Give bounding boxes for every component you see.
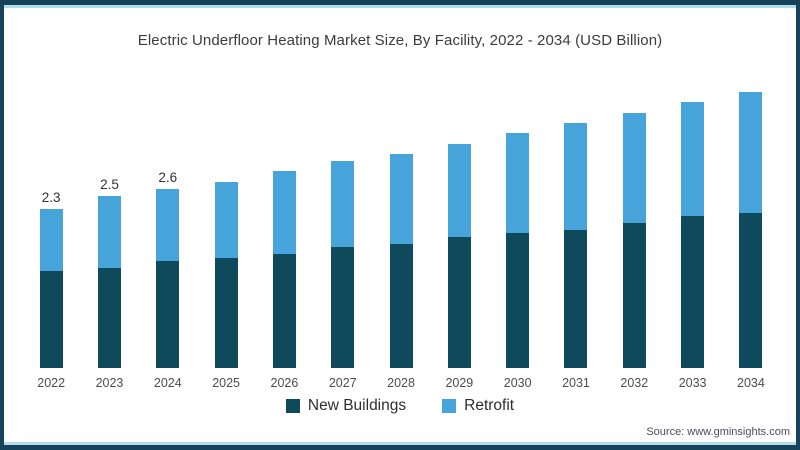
bar-segment-retrofit <box>564 123 588 230</box>
bar-column: 2.5 2023 <box>80 79 138 391</box>
bar-column: 2028 <box>372 79 430 391</box>
source-attribution: Source: www.gminsights.com <box>646 426 790 438</box>
x-axis-label: 2031 <box>562 376 590 390</box>
x-axis-label: 2025 <box>212 376 240 390</box>
x-axis-label: 2032 <box>620 376 649 390</box>
bar-segment-retrofit <box>506 133 530 234</box>
bar-stack <box>214 181 238 368</box>
bar-column: 2025 <box>197 79 255 391</box>
bar-segment-new-buildings <box>447 236 471 368</box>
bar-column: 2026 <box>255 79 313 391</box>
legend-swatch-icon <box>442 399 457 413</box>
bar-segment-retrofit <box>156 188 180 262</box>
bar-segment-retrofit <box>39 209 63 272</box>
legend-item-retrofit: Retrofit <box>442 397 514 415</box>
bar-column: 2030 <box>489 79 547 391</box>
bar-stack <box>39 209 63 368</box>
bar-segment-new-buildings <box>739 212 763 368</box>
bar-segment-new-buildings <box>39 271 63 368</box>
bar-segment-new-buildings <box>506 233 530 368</box>
bar-stack <box>97 195 121 368</box>
bar-total-label: 2.3 <box>41 190 61 206</box>
bar-segment-new-buildings <box>681 216 705 368</box>
bar-stack <box>389 154 413 368</box>
x-axis-label: 2034 <box>737 376 765 390</box>
x-axis-label: 2033 <box>678 376 707 390</box>
bar-segment-retrofit <box>272 171 296 255</box>
bar-segment-new-buildings <box>622 223 646 368</box>
bar-segment-new-buildings <box>564 230 588 368</box>
bar-column: 2034 <box>722 79 780 391</box>
bar-segment-retrofit <box>97 195 121 268</box>
bar-segment-new-buildings <box>156 261 180 368</box>
bar-column: 2.3 2022 <box>22 79 80 391</box>
bar-segment-new-buildings <box>97 267 121 368</box>
x-axis-label: 2023 <box>95 376 124 390</box>
bar-segment-new-buildings <box>214 257 238 368</box>
legend: New Buildings Retrofit <box>4 397 796 415</box>
bar-column: 2032 <box>605 79 663 391</box>
bar-total-label: 2.6 <box>158 169 178 185</box>
bar-stack <box>681 102 705 368</box>
bar-segment-new-buildings <box>331 247 355 368</box>
bar-segment-new-buildings <box>272 254 296 368</box>
bar-stack <box>331 161 355 368</box>
x-axis-label: 2022 <box>37 376 66 390</box>
bar-column: 2029 <box>430 79 488 391</box>
x-axis-label: 2027 <box>328 376 357 390</box>
bar-stack <box>506 133 530 368</box>
bar-stack <box>739 92 763 368</box>
chart-canvas: Electric Underfloor Heating Market Size,… <box>4 5 796 445</box>
bar-segment-new-buildings <box>389 243 413 368</box>
bar-segment-retrofit <box>622 112 646 224</box>
plot-area: 2.3 2022 2.5 2023 2.6 2024 2025 2026 2027 2028 202… <box>22 79 780 391</box>
bar-stack <box>564 123 588 368</box>
x-axis-label: 2026 <box>270 376 299 390</box>
legend-item-new-buildings: New Buildings <box>285 397 407 415</box>
x-axis-label: 2024 <box>153 376 182 390</box>
bar-total-label: 2.5 <box>100 176 119 192</box>
bar-stack <box>622 112 646 368</box>
bar-stack <box>272 171 296 368</box>
chart-title: Electric Underfloor Heating Market Size,… <box>137 32 663 49</box>
legend-swatch-icon <box>285 399 300 413</box>
x-axis-label: 2028 <box>387 376 415 390</box>
bar-column: 2027 <box>314 79 372 391</box>
bar-column: 2.6 2024 <box>139 79 197 391</box>
bar-segment-retrofit <box>447 143 471 237</box>
bar-stack <box>447 143 471 368</box>
bar-column: 2033 <box>663 79 721 391</box>
x-axis-label: 2030 <box>503 376 532 390</box>
bar-stack <box>156 188 180 368</box>
bar-segment-retrofit <box>681 102 705 217</box>
x-axis-label: 2029 <box>445 376 474 390</box>
bar-segment-retrofit <box>331 161 355 248</box>
legend-label: New Buildings <box>307 397 407 414</box>
bar-column: 2031 <box>547 79 605 391</box>
bar-segment-retrofit <box>389 154 413 244</box>
bar-segment-retrofit <box>739 92 763 213</box>
bar-segment-retrofit <box>214 181 238 258</box>
legend-label: Retrofit <box>464 397 515 414</box>
